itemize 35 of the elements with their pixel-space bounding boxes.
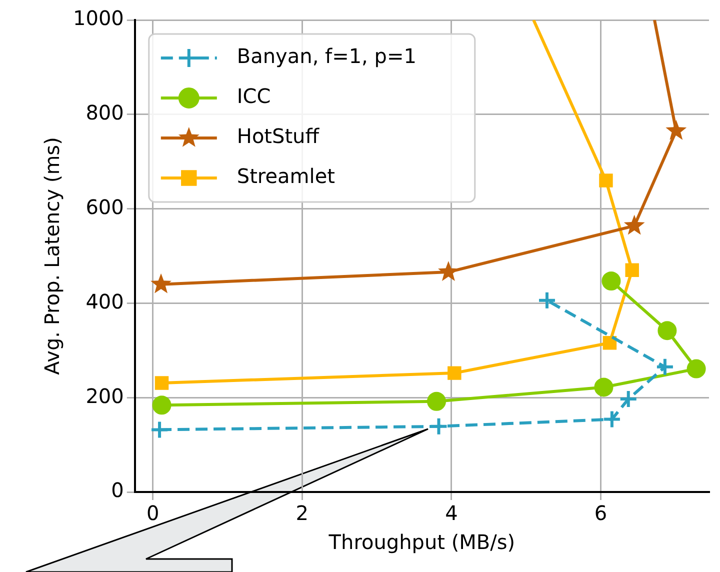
- point: [594, 378, 614, 397]
- point: [624, 214, 645, 235]
- point: [602, 272, 621, 291]
- y-tick-label: 1000: [72, 6, 124, 30]
- point: [448, 366, 462, 380]
- y-tick-label: 200: [86, 384, 124, 408]
- point: [150, 420, 170, 440]
- x-tick-label: 0: [146, 501, 160, 526]
- point: [429, 416, 448, 436]
- x-tick-label: 4: [445, 501, 458, 526]
- point: [602, 410, 622, 429]
- point: [150, 273, 172, 294]
- point: [152, 396, 172, 415]
- x-tick-label: 6: [594, 501, 608, 526]
- legend-label: HotStuff: [236, 124, 320, 148]
- legend-label: Banyan, f=1, p=1: [236, 44, 416, 68]
- x-axis-title: Throughput (MB/s): [328, 530, 516, 554]
- point: [686, 359, 706, 378]
- legend-label: Streamlet: [236, 164, 336, 188]
- point: [658, 321, 677, 340]
- point: [427, 392, 446, 411]
- point: [666, 120, 687, 140]
- point: [154, 376, 169, 390]
- legend-label: ICC: [236, 84, 271, 108]
- x-tick-label: 2: [296, 501, 308, 526]
- point: [537, 290, 556, 310]
- point: [599, 174, 613, 188]
- point: [625, 263, 639, 278]
- y-axis-title: Avg. Prop. Latency (ms): [40, 137, 64, 375]
- point: [655, 357, 674, 376]
- point: [618, 390, 638, 409]
- y-tick-label: 400: [86, 289, 124, 314]
- y-tick-label: 0: [111, 478, 124, 502]
- y-tick-label: 800: [86, 100, 124, 125]
- y-tick-label: 600: [86, 195, 124, 220]
